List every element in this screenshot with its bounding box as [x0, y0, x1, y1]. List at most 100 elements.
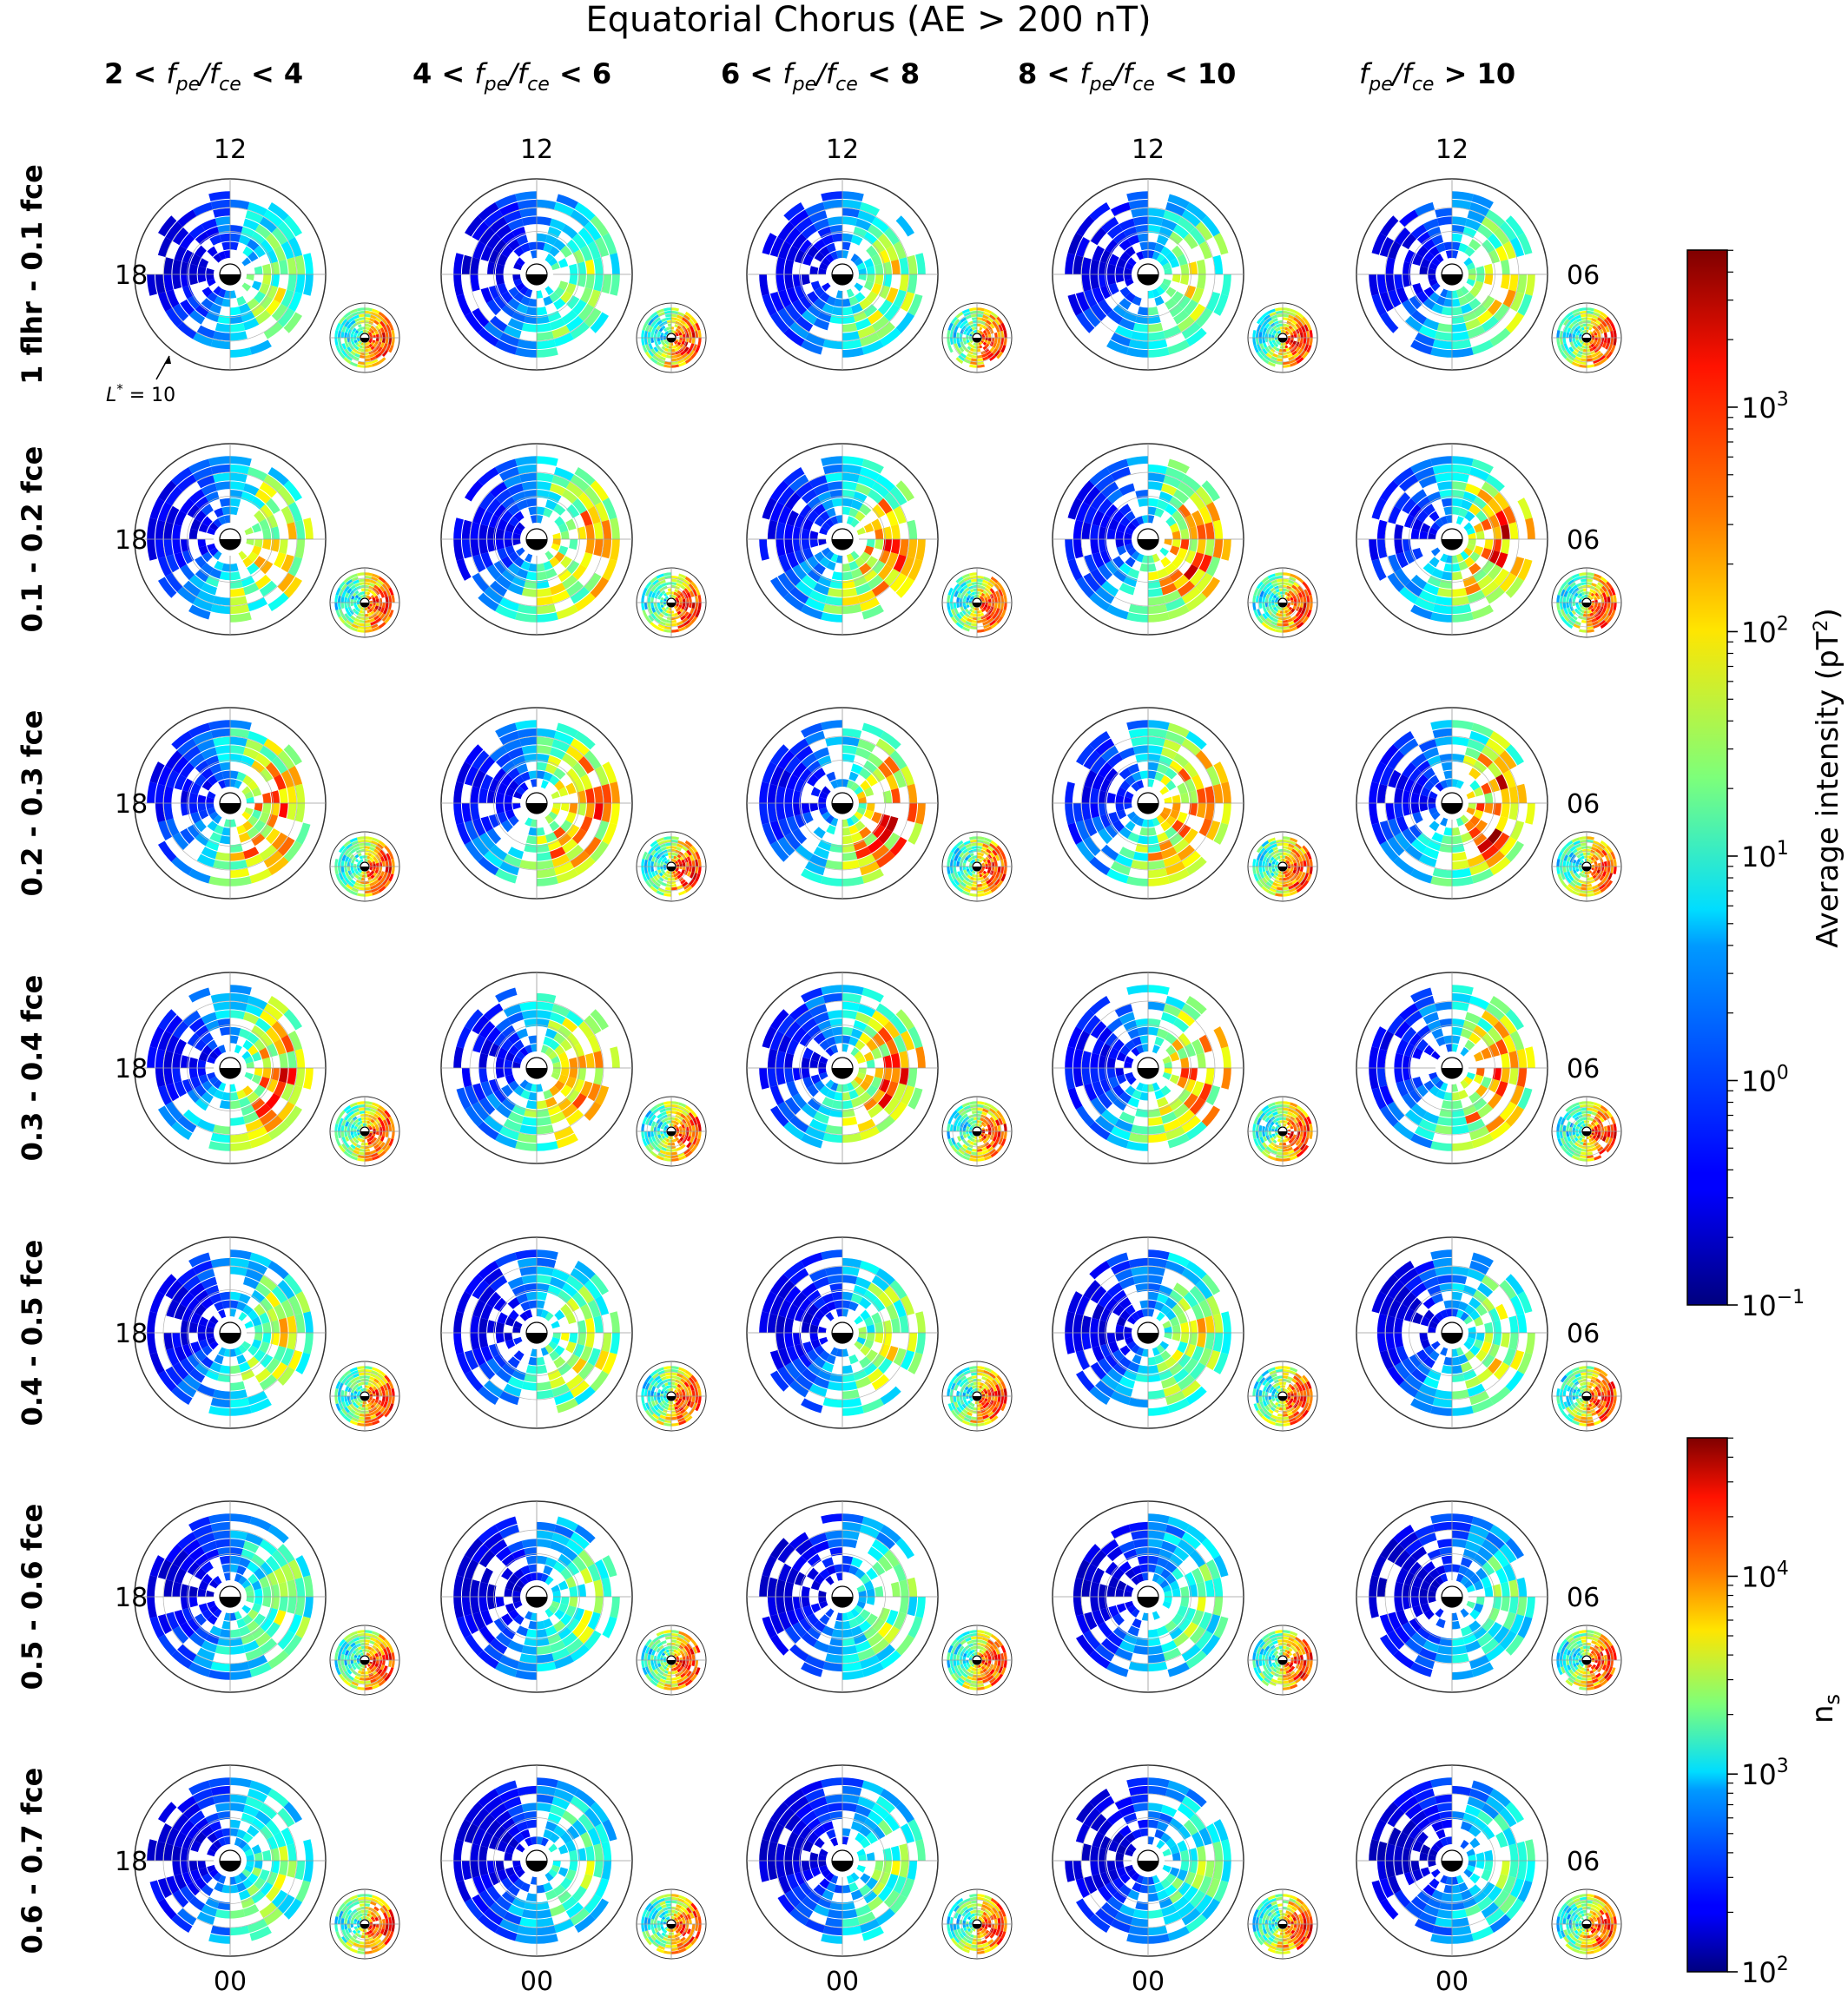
bin-cell — [526, 306, 537, 315]
bin-cell — [1484, 539, 1493, 550]
bin-cell — [220, 762, 230, 771]
bin-cell — [1138, 498, 1148, 507]
bin-cell — [262, 264, 271, 274]
bin-cell — [189, 274, 198, 285]
bin-cell — [262, 793, 271, 803]
bin-cell — [1138, 835, 1148, 844]
row-labels: 1 flhr - 0.1 fce 0.1 - 0.2 fce 0.2 - 0.3 f… — [16, 164, 49, 1954]
bin-cell — [1148, 306, 1158, 315]
bin-cell — [537, 762, 547, 771]
bin-cell — [832, 571, 842, 580]
bin-cell — [537, 835, 547, 844]
bin-cell — [1484, 264, 1493, 274]
bin-cell — [1180, 274, 1189, 285]
bin-cell — [1442, 498, 1452, 507]
bin-cell — [262, 274, 271, 285]
bin-cell — [802, 803, 810, 814]
bin-cell — [526, 571, 537, 580]
bin-cell — [220, 234, 230, 242]
bin-cell — [189, 803, 198, 814]
row-label: 0.6 - 0.7 fce — [16, 1768, 49, 1954]
panel — [1053, 444, 1317, 637]
bin-cell — [842, 234, 853, 242]
bin-cell — [569, 539, 578, 550]
bin-cell — [1452, 498, 1462, 507]
bin-cell — [496, 793, 505, 803]
bin-cell — [842, 835, 853, 844]
bin-cell — [1484, 803, 1493, 814]
bin-cell — [1452, 835, 1462, 844]
bin-cell — [1452, 306, 1462, 315]
bin-cell — [569, 264, 578, 274]
bin-cell — [1107, 529, 1116, 539]
bin-cell — [1107, 264, 1116, 274]
bin-cell — [1442, 835, 1452, 844]
bin-cell — [1138, 306, 1148, 315]
row-label: 0.5 - 0.6 fce — [16, 1504, 49, 1691]
row-label: 0.2 - 0.3 fce — [16, 710, 49, 897]
bin-cell — [1107, 793, 1116, 803]
bin-cell — [569, 803, 578, 814]
bin-cell — [1148, 571, 1158, 580]
bin-cell — [1180, 264, 1189, 274]
bin-cell — [496, 264, 505, 274]
bin-cell — [1452, 234, 1462, 242]
column-header: 2 < fpe/fce < 4 — [104, 57, 303, 96]
row-label: 0.1 - 0.2 fce — [16, 446, 49, 633]
bin-cell — [1411, 529, 1420, 539]
bin-cell — [537, 571, 547, 580]
bin-cell — [1442, 762, 1452, 771]
bin-cell — [1484, 793, 1493, 803]
panel — [441, 444, 706, 637]
bin-cell — [526, 498, 537, 507]
bin-cell — [1411, 803, 1420, 814]
bin-cell — [537, 234, 547, 242]
bin-cell — [230, 306, 241, 315]
bin-cell — [496, 529, 505, 539]
bin-cell — [230, 571, 241, 580]
figure: Equatorial Chorus (AE > 200 nT) 2 < fpe/… — [0, 0, 1848, 1997]
bin-cell — [526, 835, 537, 844]
column-header: fpe/fce > 10 — [1359, 57, 1515, 96]
bin-cell — [842, 498, 853, 507]
panel — [135, 179, 399, 372]
column-header: 8 < fpe/fce < 10 — [1018, 57, 1236, 96]
bin-cell — [496, 803, 505, 814]
bin-cell — [230, 498, 241, 507]
panel — [135, 444, 399, 637]
bin-cell — [802, 539, 810, 550]
bin-cell — [832, 234, 842, 242]
panel — [441, 179, 706, 372]
column-header: 6 < fpe/fce < 8 — [721, 57, 920, 96]
bin-cell — [569, 274, 578, 285]
bin-cell — [1442, 306, 1452, 315]
bin-cell — [1411, 793, 1420, 803]
bin-cell — [1180, 793, 1189, 803]
bin-cell — [1138, 234, 1148, 242]
bin-cell — [874, 274, 883, 285]
bin-cell — [1107, 274, 1116, 285]
panel — [1053, 708, 1317, 901]
bin-cell — [802, 529, 810, 539]
bin-cell — [230, 234, 241, 242]
bin-cell — [1484, 274, 1493, 285]
bin-cell — [1442, 571, 1452, 580]
row-label: 0.3 - 0.4 fce — [16, 975, 49, 1162]
panel — [441, 708, 706, 901]
bin-cell — [842, 306, 853, 315]
row-label: 1 flhr - 0.1 fce — [16, 164, 49, 385]
bin-cell — [262, 539, 271, 550]
figure-title: Equatorial Chorus (AE > 200 nT) — [585, 0, 1151, 40]
bin-cell — [1148, 762, 1158, 771]
bin-cell — [802, 274, 810, 285]
bin-cell — [496, 539, 505, 550]
bin-cell — [832, 306, 842, 315]
bin-cell — [1148, 498, 1158, 507]
bin-cell — [189, 793, 198, 803]
bin-cell — [1180, 529, 1189, 539]
panel — [747, 708, 1012, 901]
bin-cell — [1180, 539, 1189, 550]
bin-cell — [874, 529, 883, 539]
